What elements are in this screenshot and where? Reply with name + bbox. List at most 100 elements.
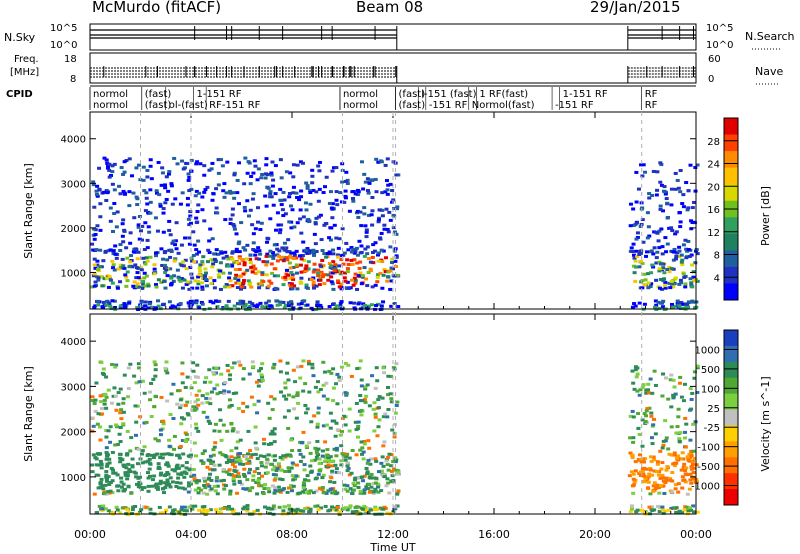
power-cell bbox=[312, 262, 317, 266]
power-cell bbox=[330, 202, 335, 206]
power-cell bbox=[203, 188, 208, 192]
power-cell bbox=[267, 306, 272, 310]
power-cell bbox=[314, 216, 319, 220]
velocity-cell bbox=[675, 456, 680, 460]
velocity-cell bbox=[235, 430, 240, 434]
power-cell bbox=[174, 221, 179, 225]
power-cell bbox=[309, 277, 314, 281]
power-cell bbox=[683, 282, 688, 286]
velocity-cell bbox=[208, 467, 213, 471]
velocity-cell bbox=[103, 483, 108, 487]
power-cell bbox=[319, 238, 324, 242]
power-cell bbox=[95, 224, 100, 228]
power-cell bbox=[690, 299, 695, 303]
power-cell bbox=[265, 185, 270, 189]
velocity-cell bbox=[640, 418, 645, 422]
velocity-cell bbox=[131, 505, 136, 509]
power-cell bbox=[334, 198, 339, 202]
velocity-cell bbox=[109, 466, 114, 470]
velocity-cell bbox=[107, 457, 112, 461]
velocity-cell bbox=[637, 433, 642, 437]
velocity-cell bbox=[340, 452, 345, 456]
velocity-cell bbox=[282, 505, 287, 509]
power-cell bbox=[287, 308, 292, 312]
nsky-traces bbox=[89, 26, 697, 50]
power-cell bbox=[211, 192, 216, 196]
velocity-cell bbox=[241, 462, 246, 466]
velocity-cell bbox=[690, 462, 695, 466]
velocity-cell bbox=[200, 452, 205, 456]
power-cell bbox=[232, 196, 237, 200]
velocity-cell bbox=[175, 389, 180, 393]
velocity-cell bbox=[391, 467, 396, 471]
power-cell bbox=[335, 279, 340, 283]
power-cell bbox=[164, 175, 169, 179]
power-cell bbox=[148, 255, 153, 259]
power-cell bbox=[104, 303, 109, 307]
velocity-cell bbox=[104, 476, 109, 480]
velocity-cell bbox=[362, 439, 367, 443]
velocity-cell bbox=[260, 474, 265, 478]
velocity-cell bbox=[227, 405, 232, 409]
y-tick-label: 3000 bbox=[61, 179, 86, 190]
power-cell bbox=[330, 169, 335, 173]
power-cell bbox=[269, 195, 274, 199]
power-cell bbox=[321, 264, 326, 268]
power-cell bbox=[148, 158, 153, 162]
power-cell bbox=[136, 223, 141, 227]
velocity-cell bbox=[371, 490, 376, 494]
velocity-cell bbox=[221, 478, 226, 482]
velocity-cell bbox=[126, 366, 131, 370]
power-cell bbox=[221, 189, 226, 193]
power-cell bbox=[269, 173, 274, 177]
velocity-cell bbox=[272, 427, 277, 431]
power-cell bbox=[148, 164, 153, 168]
power-cell bbox=[135, 197, 140, 201]
power-cell bbox=[347, 209, 352, 213]
power-cell bbox=[230, 251, 235, 255]
velocity-cell bbox=[273, 488, 278, 492]
colorbar-swatch bbox=[724, 457, 738, 474]
velocity-cell bbox=[235, 440, 240, 444]
velocity-cell bbox=[196, 429, 201, 433]
power-cell bbox=[111, 249, 116, 253]
power-cell bbox=[140, 300, 145, 304]
velocity-cell bbox=[110, 450, 115, 454]
power-cell bbox=[386, 275, 391, 279]
power-cell bbox=[686, 305, 691, 309]
velocity-cell bbox=[218, 418, 223, 422]
power-cell bbox=[251, 192, 256, 196]
power-cell bbox=[303, 201, 308, 205]
power-cell bbox=[181, 167, 186, 171]
velocity-cell bbox=[192, 441, 197, 445]
power-cell bbox=[286, 273, 291, 277]
power-cell bbox=[121, 218, 126, 222]
velocity-cell bbox=[134, 381, 139, 385]
velocity-cell bbox=[128, 449, 133, 453]
power-cell bbox=[356, 193, 361, 197]
velocity-cell bbox=[255, 467, 260, 471]
velocity-cell bbox=[127, 468, 132, 472]
velocity-cell bbox=[171, 417, 176, 421]
velocity-cell bbox=[317, 457, 322, 461]
power-cell bbox=[351, 283, 356, 287]
velocity-cell bbox=[203, 479, 208, 483]
velocity-cell bbox=[182, 487, 187, 491]
velocity-cell bbox=[151, 456, 156, 460]
velocity-cell bbox=[133, 404, 138, 408]
velocity-cell bbox=[685, 473, 690, 477]
velocity-cell bbox=[650, 473, 655, 477]
velocity-cell bbox=[218, 507, 223, 511]
velocity-cell bbox=[369, 457, 374, 461]
velocity-cell bbox=[90, 395, 95, 399]
power-cell bbox=[274, 228, 279, 232]
power-cell bbox=[133, 247, 138, 251]
velocity-cell bbox=[282, 415, 287, 419]
power-cell bbox=[176, 251, 181, 255]
velocity-colorbar-label: Velocity [m s^-1] bbox=[759, 376, 772, 471]
velocity-cell bbox=[679, 395, 684, 399]
velocity-cell bbox=[679, 468, 684, 472]
power-cell bbox=[304, 181, 309, 185]
velocity-cell bbox=[315, 422, 320, 426]
power-cell bbox=[679, 281, 684, 285]
